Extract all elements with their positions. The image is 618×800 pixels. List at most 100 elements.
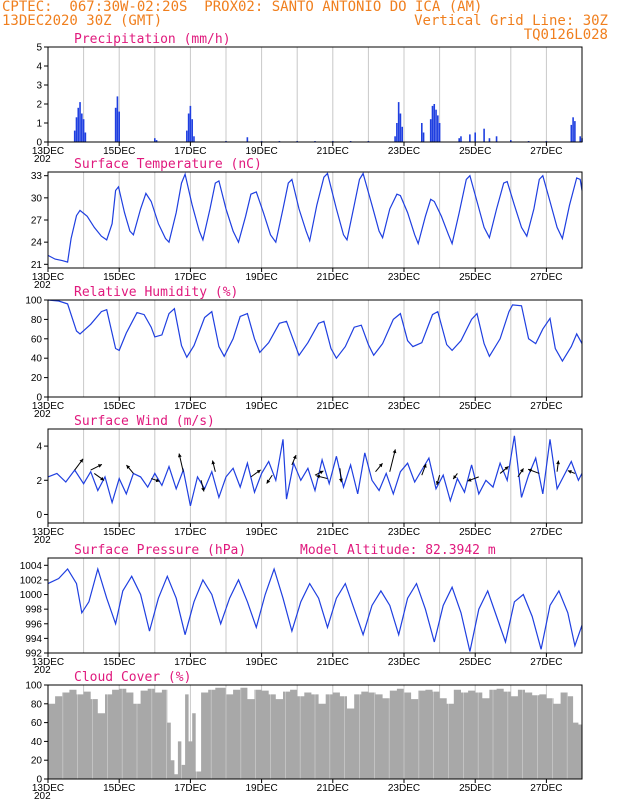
wind-xtick-label: 23DEC (388, 527, 420, 538)
wind-ytick-label: 4 (36, 442, 42, 453)
cloud-xtick-label: 27DEC (530, 783, 562, 794)
precip-bar (429, 119, 432, 142)
precip-bar (118, 111, 120, 142)
wind-ytick-label: 0 (36, 510, 42, 521)
precip-bar (396, 123, 398, 142)
wind-arrow-head (97, 464, 102, 468)
precip-ytick-label: 4 (36, 62, 42, 73)
wind-xtick-label: 25DEC (459, 527, 491, 538)
rh-line (47, 299, 583, 363)
pressure-xtick-label: 17DEC (174, 657, 206, 668)
wind-arrow-head (126, 465, 131, 469)
precip-ytick-label: 2 (36, 100, 42, 111)
precip-bar (458, 138, 460, 142)
wind-title: Surface Wind (m/s) (74, 414, 215, 429)
cloud-ytick-label: 80 (31, 699, 43, 710)
rh-xtick-label: 21DEC (317, 401, 349, 412)
temp-xtick-label: 13DEC (32, 272, 64, 283)
wind-arrow-head (567, 470, 572, 474)
rh-xtick-label: 19DEC (245, 401, 277, 412)
pressure-year-label: 202 (34, 665, 51, 676)
precip-bar (84, 132, 87, 142)
pressure-xtick-label: 21DEC (317, 657, 349, 668)
temp-xtick-label: 23DEC (388, 272, 420, 283)
wind-arrow-head (155, 478, 160, 483)
precip-bar (483, 128, 485, 142)
temp-xtick-label: 21DEC (317, 272, 349, 283)
rh-xtick-label: 13DEC (32, 401, 64, 412)
precip-bar (73, 130, 76, 142)
temp-ytick-label: 30 (31, 193, 43, 204)
precip-bar (495, 136, 498, 142)
wind-arrow-head (339, 478, 343, 483)
precip-bar (154, 138, 156, 142)
wind-arrow-head (453, 475, 457, 480)
temp-frame (47, 171, 583, 269)
cloud-ytick-label: 40 (31, 737, 43, 748)
precip-bar (187, 113, 190, 142)
precip-bar (579, 136, 582, 142)
wind-arrow-head (201, 487, 205, 492)
temp-xtick-label: 19DEC (245, 272, 277, 283)
wind-frame (47, 428, 583, 524)
pressure-xtick-label: 23DEC (388, 657, 420, 668)
precip-frame (47, 46, 583, 143)
cloud-xtick-label: 25DEC (459, 783, 491, 794)
precip-bar (399, 113, 402, 142)
temp-xtick-label: 17DEC (174, 272, 206, 283)
rh-ytick-label: 20 (31, 373, 43, 384)
rh-ytick-label: 80 (31, 315, 43, 326)
wind-line (47, 435, 583, 507)
precip-bar (193, 136, 195, 142)
precip-bar (421, 123, 423, 142)
wind-xtick-label: 17DEC (174, 527, 206, 538)
precip-bar (82, 119, 85, 142)
rh-year-label: 202 (34, 409, 51, 420)
pressure-xtick-label: 25DEC (459, 657, 491, 668)
cloud-title: Cloud Cover (%) (74, 670, 191, 685)
pressure-xtick-label: 19DEC (245, 657, 277, 668)
precip-bar (437, 115, 439, 142)
temp-ytick-label: 33 (31, 171, 43, 182)
wind-arrow-head (422, 463, 427, 468)
precip-ytick-label: 5 (36, 43, 42, 54)
pressure-ytick-label: 1004 (20, 561, 43, 572)
pressure-ytick-label: 1002 (20, 575, 43, 586)
pressure-ytick-label: 994 (25, 634, 42, 645)
precip-bar (394, 136, 396, 142)
rh-ytick-label: 60 (31, 334, 43, 345)
wind-arrow-head (519, 468, 524, 473)
wind-arrow-head (504, 466, 509, 471)
precip-bar (155, 140, 158, 142)
precip-bar (474, 132, 476, 142)
pressure-extra: Model Altitude: 82.3942 m (300, 543, 496, 558)
rh-xtick-label: 15DEC (103, 401, 135, 412)
precip-bar (81, 113, 83, 142)
precip-ytick-label: 3 (36, 81, 42, 92)
temp-title: Surface Temperature (nC) (74, 157, 262, 172)
precip-bar (422, 132, 425, 142)
header-run-code: TQ0126L028 (523, 27, 608, 43)
rh-ytick-label: 40 (31, 354, 43, 365)
wind-arrow-head (292, 455, 297, 460)
temp-ytick-label: 24 (31, 238, 43, 249)
precip-bar (75, 117, 78, 142)
precip-bar (79, 102, 81, 142)
cloud-ytick-label: 60 (31, 718, 43, 729)
wind-year-label: 202 (34, 535, 51, 546)
temp-xtick-label: 15DEC (103, 272, 135, 283)
precip-xtick-label: 27DEC (530, 146, 562, 157)
cloud-year-label: 202 (34, 791, 51, 800)
pressure-xtick-label: 15DEC (103, 657, 135, 668)
temp-ytick-label: 21 (31, 260, 43, 271)
wind-arrow-head (435, 481, 440, 485)
wind-arrow-head (211, 460, 216, 465)
wind-xtick-label: 19DEC (245, 527, 277, 538)
wind-arrow-head (556, 460, 560, 465)
wind-arrow-head (178, 453, 182, 458)
wind-xtick-label: 15DEC (103, 527, 135, 538)
precip-bar (438, 123, 441, 142)
header-date: 13DEC2020 30Z (GMT) (2, 13, 163, 29)
